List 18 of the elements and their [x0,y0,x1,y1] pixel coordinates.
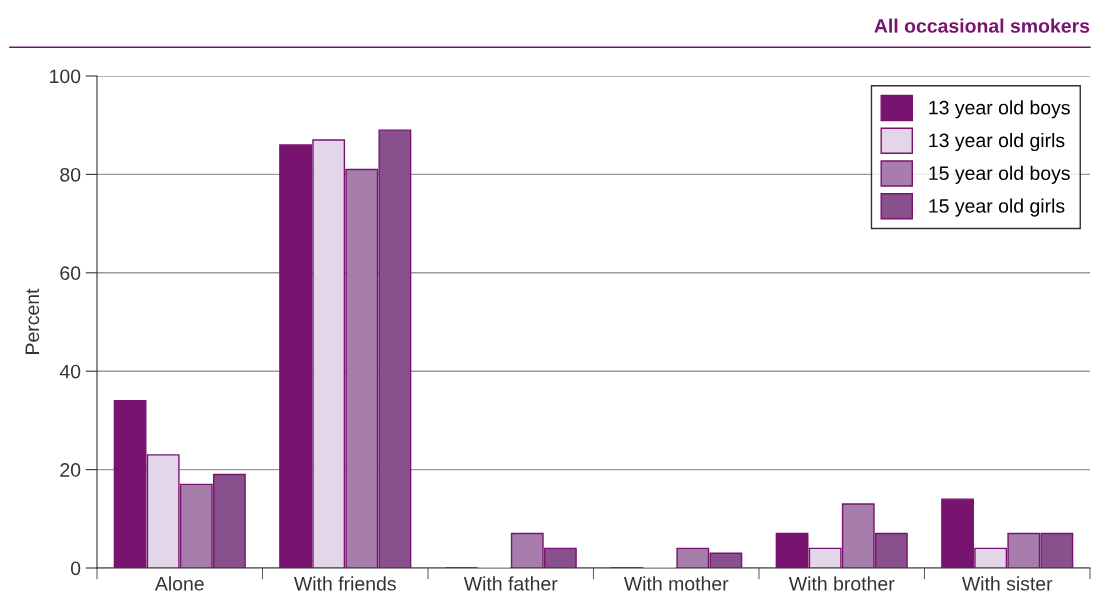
y-tick-label: 100 [50,69,81,84]
chart-title: All occasional smokers [874,18,1090,33]
y-tick-label: 40 [59,364,81,379]
y-tick-label: 0 [70,561,81,576]
legend-label: 13 year old boys [929,100,1070,119]
y-tick-label: 80 [60,167,81,182]
x-tick-label: With sister [961,576,1053,591]
legend-label: 15 year old girls [929,198,1065,217]
x-tick-label: With brother [788,576,895,591]
legend-label: 15 year old boys [929,165,1070,184]
x-tick-label: Alone [154,576,204,591]
y-tick-label: 60 [60,266,81,281]
x-tick-label: With father [463,576,558,591]
legend-label: 13 year old girls [929,132,1065,152]
x-tick-label: With friends [294,576,396,591]
y-tick-label: 20 [60,463,81,477]
y-axis-title: Percent [25,288,40,354]
x-tick-label: With mother [623,576,729,591]
